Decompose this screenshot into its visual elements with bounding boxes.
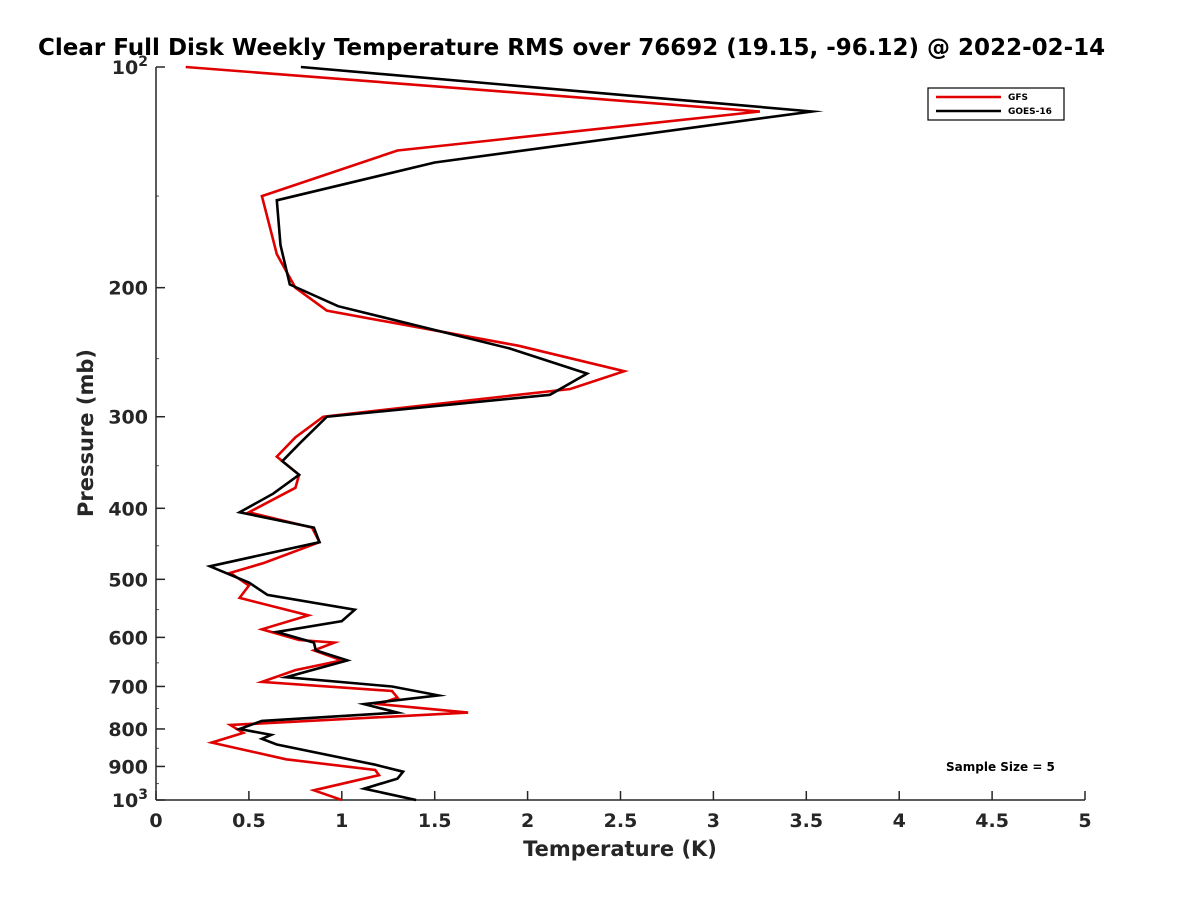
- x-tick-label: 1.5: [418, 810, 452, 832]
- x-tick-label: 0.5: [232, 810, 266, 832]
- x-tick-label: 3.5: [789, 810, 823, 832]
- legend-label-gfs: GFS: [1008, 93, 1028, 103]
- x-tick-label: 2.5: [604, 810, 638, 832]
- x-tick-label: 2: [521, 810, 534, 832]
- x-ticks: 0 0.5 1 1.5 2 2.5 3 3.5 4 4.5 5: [149, 791, 1092, 832]
- series-line-gfs: [185, 65, 761, 802]
- y-ticks: 102 200 300 400 500 600 700 800 900 103: [108, 54, 165, 812]
- y-tick-label: 200: [108, 278, 148, 300]
- y-axis-label: Pressure (mb): [74, 349, 98, 517]
- legend: GFS GOES-16: [927, 87, 1065, 121]
- y-tick-label: 400: [108, 498, 148, 520]
- y-tick-label: 102: [112, 54, 148, 79]
- y-tick-label: 700: [108, 676, 148, 698]
- y-tick-label: 600: [108, 627, 148, 649]
- x-axis-label: Temperature (K): [523, 837, 717, 861]
- chart-title: Clear Full Disk Weekly Temperature RMS o…: [38, 35, 1105, 61]
- series-layer: [185, 65, 824, 802]
- sample-size-annotation: Sample Size = 5: [946, 760, 1055, 774]
- series-line-goes16: [205, 65, 824, 802]
- x-tick-label: 3: [707, 810, 720, 832]
- y-tick-label: 900: [108, 756, 148, 778]
- legend-box: [927, 87, 1065, 121]
- y-tick-label: 800: [108, 719, 148, 741]
- x-tick-label: 4.5: [975, 810, 1009, 832]
- plot-area: 0 0.5 1 1.5 2 2.5 3 3.5 4 4.5 5 102 200 300 400 500 600…: [108, 54, 1091, 832]
- y-tick-label: 500: [108, 569, 148, 591]
- x-tick-label: 4: [893, 810, 906, 832]
- x-tick-label: 5: [1078, 810, 1091, 832]
- y-tick-label: 300: [108, 407, 148, 429]
- y-tick-label: 103: [112, 787, 148, 812]
- x-tick-label: 1: [335, 810, 348, 832]
- x-tick-label: 0: [149, 810, 162, 832]
- legend-label-goes16: GOES-16: [1008, 107, 1052, 117]
